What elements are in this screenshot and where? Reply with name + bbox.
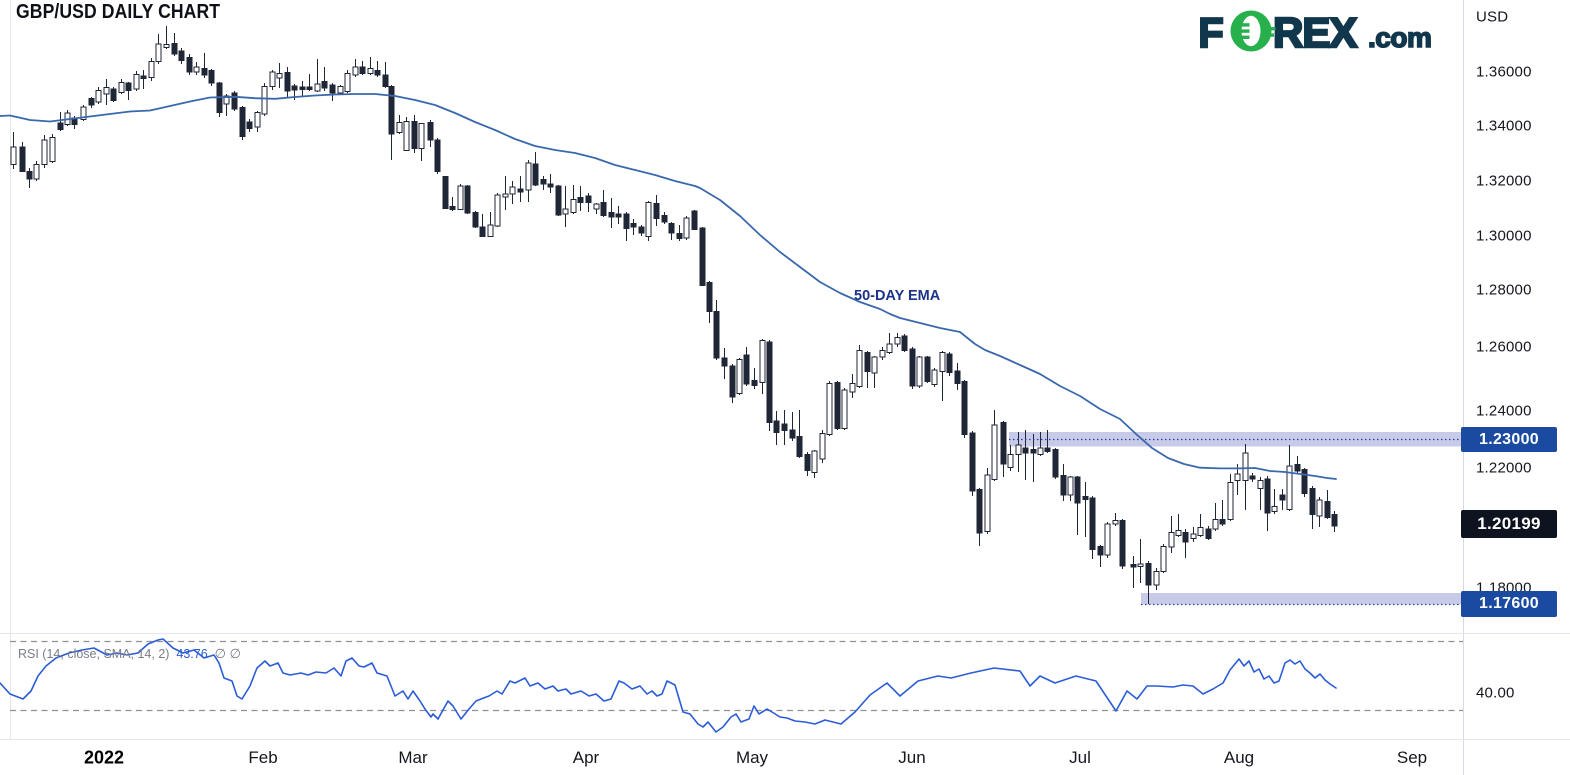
svg-text:F: F <box>1200 9 1224 54</box>
svg-text:.com: .com <box>1368 22 1431 53</box>
svg-text:REX: REX <box>1273 9 1357 54</box>
